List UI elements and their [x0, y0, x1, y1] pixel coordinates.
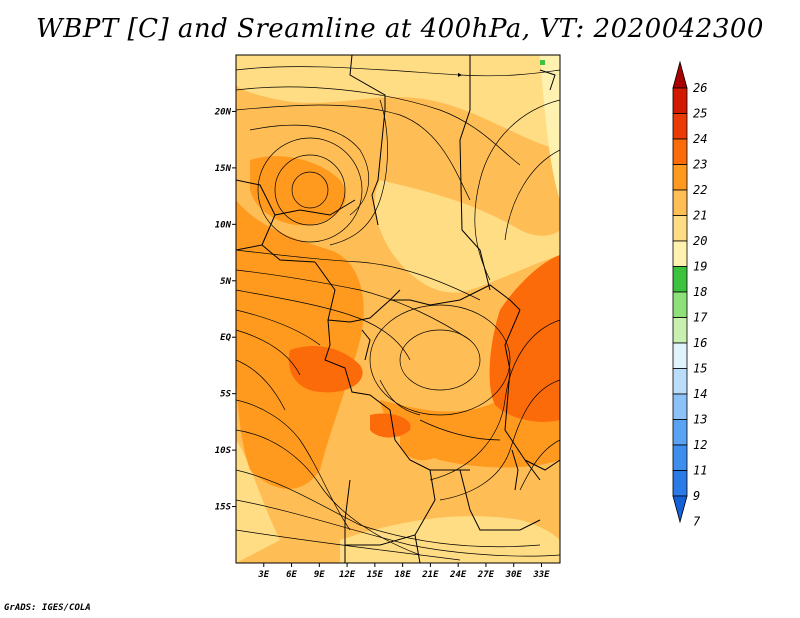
lat-tick-label: EQ [220, 333, 231, 343]
colorbar-swatch [672, 215, 688, 242]
colorbar-top-arrow [672, 60, 688, 89]
colorbar-swatch [672, 419, 688, 446]
colorbar-swatch [672, 291, 688, 318]
country-borders [236, 55, 560, 563]
colorbar-swatch [672, 342, 688, 369]
lon-tick-label: 24E [449, 570, 467, 580]
colorbar-label: 24 [693, 132, 707, 146]
colorbar-label: 26 [693, 81, 707, 95]
map-frame [235, 54, 561, 564]
lat-tick-label: 10N [215, 220, 232, 230]
longitude-axis: 3E 6E 9E 12E 15E 18E 21E 24E 27E 30E 33E [257, 563, 550, 580]
colorbar-label: 18 [693, 285, 707, 299]
colorbar-swatch [672, 368, 688, 395]
lat-tick-label: 5N [220, 277, 231, 287]
colorbar-swatch [672, 87, 688, 114]
wbpt-field [236, 55, 560, 563]
colorbar-swatch [672, 317, 688, 344]
lat-tick-label: 15N [215, 164, 232, 174]
colorbar-swatch [672, 240, 688, 267]
lon-tick-label: 12E [339, 570, 356, 580]
lon-tick-label: 15E [367, 570, 384, 580]
lon-tick-label: 18E [394, 570, 411, 580]
colorbar-swatch [672, 189, 688, 216]
colorbar-label: 20 [693, 234, 707, 248]
colorbar-bottom-arrow [672, 495, 688, 524]
colorbar-swatch [672, 393, 688, 420]
colorbar-label: 14 [693, 387, 707, 401]
colorbar-swatch [672, 164, 688, 191]
colorbar-label: 13 [693, 413, 707, 427]
colorbar-swatch [672, 470, 688, 497]
colorbar-label: 16 [693, 336, 707, 350]
lon-tick-label: 9E [314, 570, 325, 580]
colorbar-label: 11 [693, 464, 707, 478]
map-title: WBPT [C] and Sreamline at 400hPa, VT: 20… [36, 14, 764, 44]
colorbar-swatch [672, 113, 688, 140]
colorbar-label: 17 [693, 311, 708, 325]
lon-tick-label: 6E [286, 570, 297, 580]
colorbar-swatch [672, 138, 688, 165]
lon-tick-label: 30E [505, 570, 523, 580]
lat-tick-label: 20N [214, 107, 232, 117]
footer-credit: GrADS: IGES/COLA [4, 603, 91, 613]
colorbar-label: 12 [693, 438, 707, 452]
colorbar-label: 19 [693, 260, 707, 274]
colorbar-legend: 26 25 24 23 22 21 20 19 18 17 16 15 14 13 12 11 9 7 [672, 60, 708, 529]
lat-tick-label: 10S [215, 446, 232, 456]
lat-tick-label: 5S [220, 390, 231, 400]
lon-tick-label: 3E [257, 570, 269, 580]
colorbar-swatch [672, 266, 688, 293]
lon-tick-label: 21E [421, 570, 439, 580]
lat-tick-label: 15S [215, 503, 232, 513]
colorbar-label: 9 [693, 489, 700, 503]
lon-tick-label: 27E [477, 570, 495, 580]
lon-tick-label: 33E [532, 570, 550, 580]
colorbar-label: 23 [693, 158, 707, 172]
streamlines [236, 66, 560, 561]
colorbar-label: 15 [693, 362, 707, 376]
colorbar-label: 21 [693, 209, 707, 223]
colorbar-swatch [672, 444, 688, 471]
latitude-axis: 20N 15N 10N 5N EQ 5S 10S 15S [214, 107, 236, 513]
colorbar-label: 25 [693, 107, 707, 121]
colorbar-label: 22 [693, 183, 707, 197]
colorbar-label: 7 [693, 515, 701, 529]
